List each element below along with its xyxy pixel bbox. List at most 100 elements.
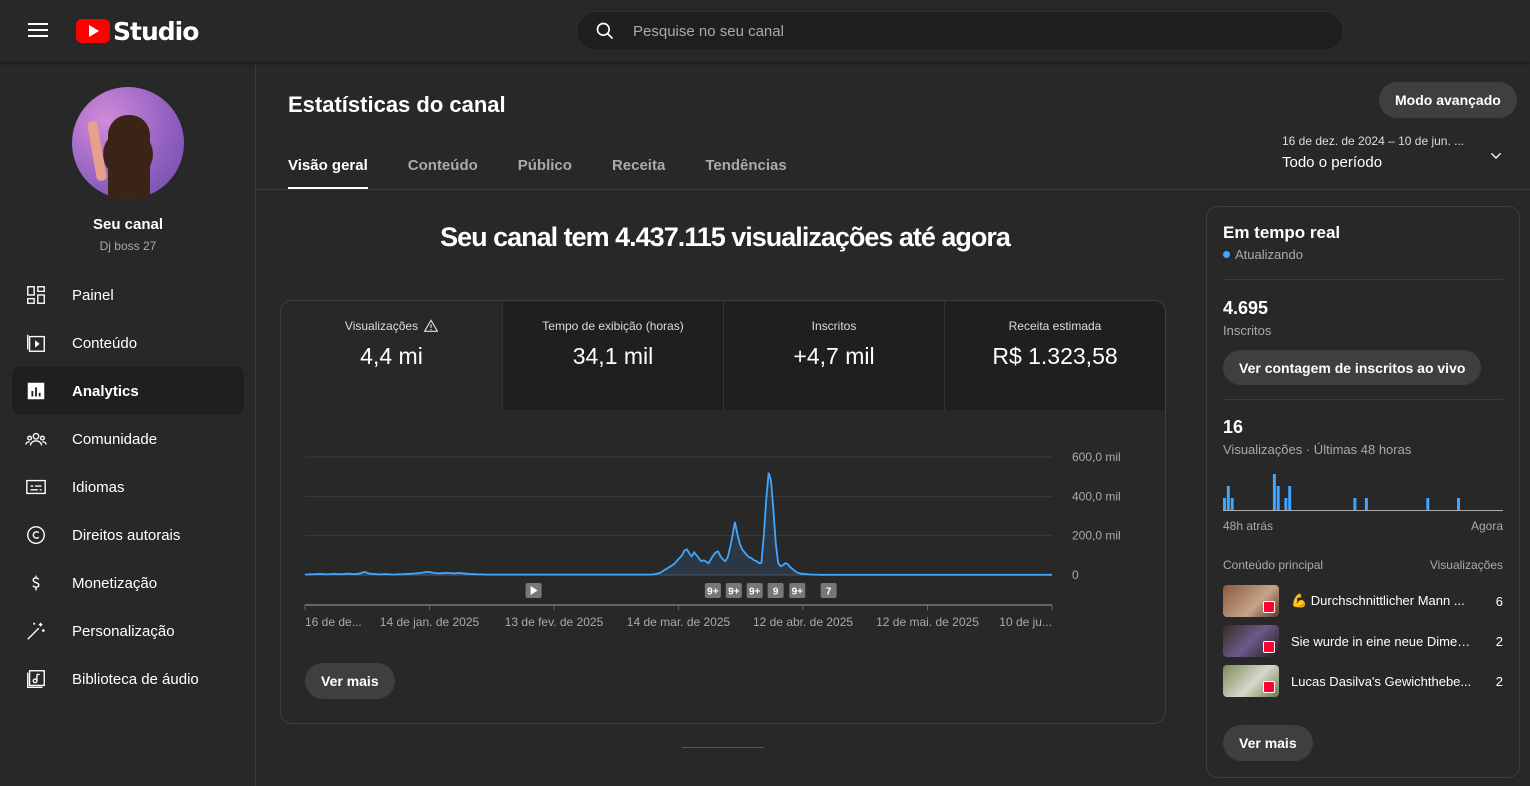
metric-label: Tempo de exibição (horas) (542, 319, 684, 333)
sidebar-item-label: Painel (72, 286, 114, 304)
sidebar-item-monetizacao[interactable]: Monetização (12, 559, 244, 607)
chart-marker-label: 9+ (749, 587, 761, 598)
play-icon (530, 586, 538, 595)
sidebar-item-label: Conteúdo (72, 334, 138, 352)
realtime-see-more-button[interactable]: Ver mais (1223, 725, 1313, 761)
realtime-subscribers: 4.695 (1223, 298, 1269, 318)
realtime-views: 16 (1223, 417, 1244, 437)
metric-label: Visualizações (344, 319, 419, 333)
warning-icon[interactable] (424, 319, 439, 332)
period-selector[interactable]: 16 de dez. de 2024 – 10 de jun. ... Todo… (1282, 134, 1522, 171)
realtime-axis-end: Agora (1470, 519, 1503, 533)
sidebar-item-label: Personalização (72, 622, 175, 640)
list-item[interactable]: 💪 Durchschnittlicher Mann ... 6 (1223, 585, 1503, 617)
realtime-bar (1223, 498, 1226, 510)
audio-library-icon (27, 670, 45, 688)
x-tick-label: 14 de jan. de 2025 (380, 615, 480, 629)
video-title: Lucas Dasilva's Gewichthebe... (1291, 673, 1472, 689)
monetization-icon (32, 575, 40, 591)
divider (1223, 279, 1503, 280)
sidebar-item-label: Monetização (72, 574, 158, 592)
x-tick-label: 12 de mai. de 2025 (876, 615, 979, 629)
tab-visao-geral[interactable]: Visão geral (288, 142, 368, 190)
realtime-bar (1276, 486, 1280, 510)
metric-subscribers[interactable]: Inscritos +4,7 mil (723, 301, 944, 410)
tab-receita[interactable]: Receita (611, 157, 666, 174)
sidebar-item-label: Biblioteca de áudio (72, 670, 199, 688)
video-views: 6 (1495, 593, 1503, 609)
headline: Seu canal tem 4.437.115 visualizações at… (440, 222, 1011, 252)
channel-avatar[interactable] (72, 87, 184, 199)
top-content-header: Conteúdo principal (1223, 558, 1324, 572)
sidebar-item-label: Direitos autorais (72, 526, 181, 544)
chart-marker-label: 9+ (728, 587, 740, 598)
logo-text: Studio (113, 16, 199, 46)
tab-divider (256, 189, 1530, 190)
realtime-bar (1288, 486, 1292, 510)
search-input[interactable] (633, 22, 1233, 40)
channel-name: Seu canal (92, 216, 164, 233)
chart-marker (767, 583, 784, 598)
views-line-chart[interactable]: 600,0 mil 400,0 mil 200,0 mil 0 9+ 9+ 9+ 9 9+ 7 16… (281, 410, 1166, 660)
menu-icon[interactable] (24, 19, 52, 43)
sidebar-item-idiomas[interactable]: Idiomas (12, 463, 244, 511)
realtime-bar (1457, 498, 1460, 510)
metric-tabs: Visualizações 4,4 mi Tempo de exibição (… (281, 301, 1165, 410)
sidebar-item-comunidade[interactable]: Comunidade (12, 415, 244, 463)
y-tick-label: 0 (1072, 568, 1079, 582)
live-dot-icon (1223, 251, 1230, 258)
chart-marker-label: 7 (826, 587, 832, 598)
live-subscriber-count-button[interactable]: Ver contagem de inscritos ao vivo (1223, 350, 1482, 385)
sidebar-item-label: Comunidade (72, 430, 158, 448)
tab-tendencias[interactable]: Tendências (705, 157, 787, 174)
main-content: Estatísticas do canal Modo avançado Visã… (256, 62, 1530, 786)
tab-conteudo[interactable]: Conteúdo (407, 157, 478, 174)
see-more-button[interactable]: Ver mais (305, 663, 395, 699)
content-icon (27, 334, 45, 352)
sidebar-nav: Painel Conteúdo Analytics Comunidade Idi… (12, 271, 244, 703)
metric-views[interactable]: Visualizações 4,4 mi (281, 301, 502, 410)
shorts-icon (1263, 681, 1275, 693)
realtime-subscribers-label: Inscritos (1223, 323, 1272, 338)
sidebar: Seu canal Dj boss 27 Painel Conteúdo Ana… (0, 62, 256, 786)
realtime-title: Em tempo real (1223, 223, 1341, 242)
realtime-bar (1426, 498, 1430, 510)
video-title: 💪 Durchschnittlicher Mann ... (1291, 593, 1465, 608)
realtime-axis-start: 48h atrás (1223, 519, 1274, 533)
list-item[interactable]: Sie wurde in eine neue Dimen... 2 (1223, 625, 1503, 657)
sidebar-item-conteudo[interactable]: Conteúdo (12, 319, 244, 367)
sidebar-item-analytics[interactable]: Analytics (12, 367, 244, 415)
metric-value: R$ 1.323,58 (992, 343, 1118, 369)
video-thumbnail (1223, 625, 1279, 657)
period-label: Todo o período (1282, 154, 1383, 171)
y-tick-label: 200,0 mil (1072, 529, 1121, 543)
dashboard-icon (27, 286, 45, 304)
metric-label: Receita estimada (1008, 319, 1102, 333)
list-item[interactable]: Lucas Dasilva's Gewichthebe... 2 (1223, 665, 1503, 697)
x-tick-label: 10 de ju... (999, 615, 1052, 629)
studio-logo[interactable]: Studio (76, 16, 199, 46)
search-icon (596, 22, 614, 40)
chart-marker (704, 583, 721, 598)
metric-revenue[interactable]: Receita estimada R$ 1.323,58 (944, 301, 1165, 410)
top-bar: Studio (0, 0, 1530, 62)
metric-watch-time[interactable]: Tempo de exibição (horas) 34,1 mil (502, 301, 723, 410)
sidebar-item-biblioteca-de-audio[interactable]: Biblioteca de áudio (12, 655, 244, 703)
divider (1223, 399, 1503, 400)
chart-marker-label: 9 (773, 587, 779, 598)
advanced-mode-button[interactable]: Modo avançado (1379, 82, 1517, 118)
shorts-icon (1263, 641, 1275, 653)
sidebar-item-painel[interactable]: Painel (12, 271, 244, 319)
search-bar[interactable] (576, 11, 1344, 51)
y-tick-label: 400,0 mil (1072, 489, 1121, 503)
channel-handle: Dj boss 27 (99, 239, 157, 253)
tab-publico[interactable]: Público (517, 157, 572, 174)
realtime-bar-chart[interactable] (1223, 469, 1503, 511)
x-tick-label: 16 de de... (305, 615, 362, 629)
video-thumbnail (1223, 585, 1279, 617)
sidebar-item-direitos-autorais[interactable]: Direitos autorais (12, 511, 244, 559)
realtime-bar (1284, 498, 1288, 510)
customization-icon (27, 622, 45, 640)
sidebar-item-personalizacao[interactable]: Personalização (12, 607, 244, 655)
realtime-card: Em tempo real Atualizando 4.695 Inscrito… (1206, 206, 1520, 778)
